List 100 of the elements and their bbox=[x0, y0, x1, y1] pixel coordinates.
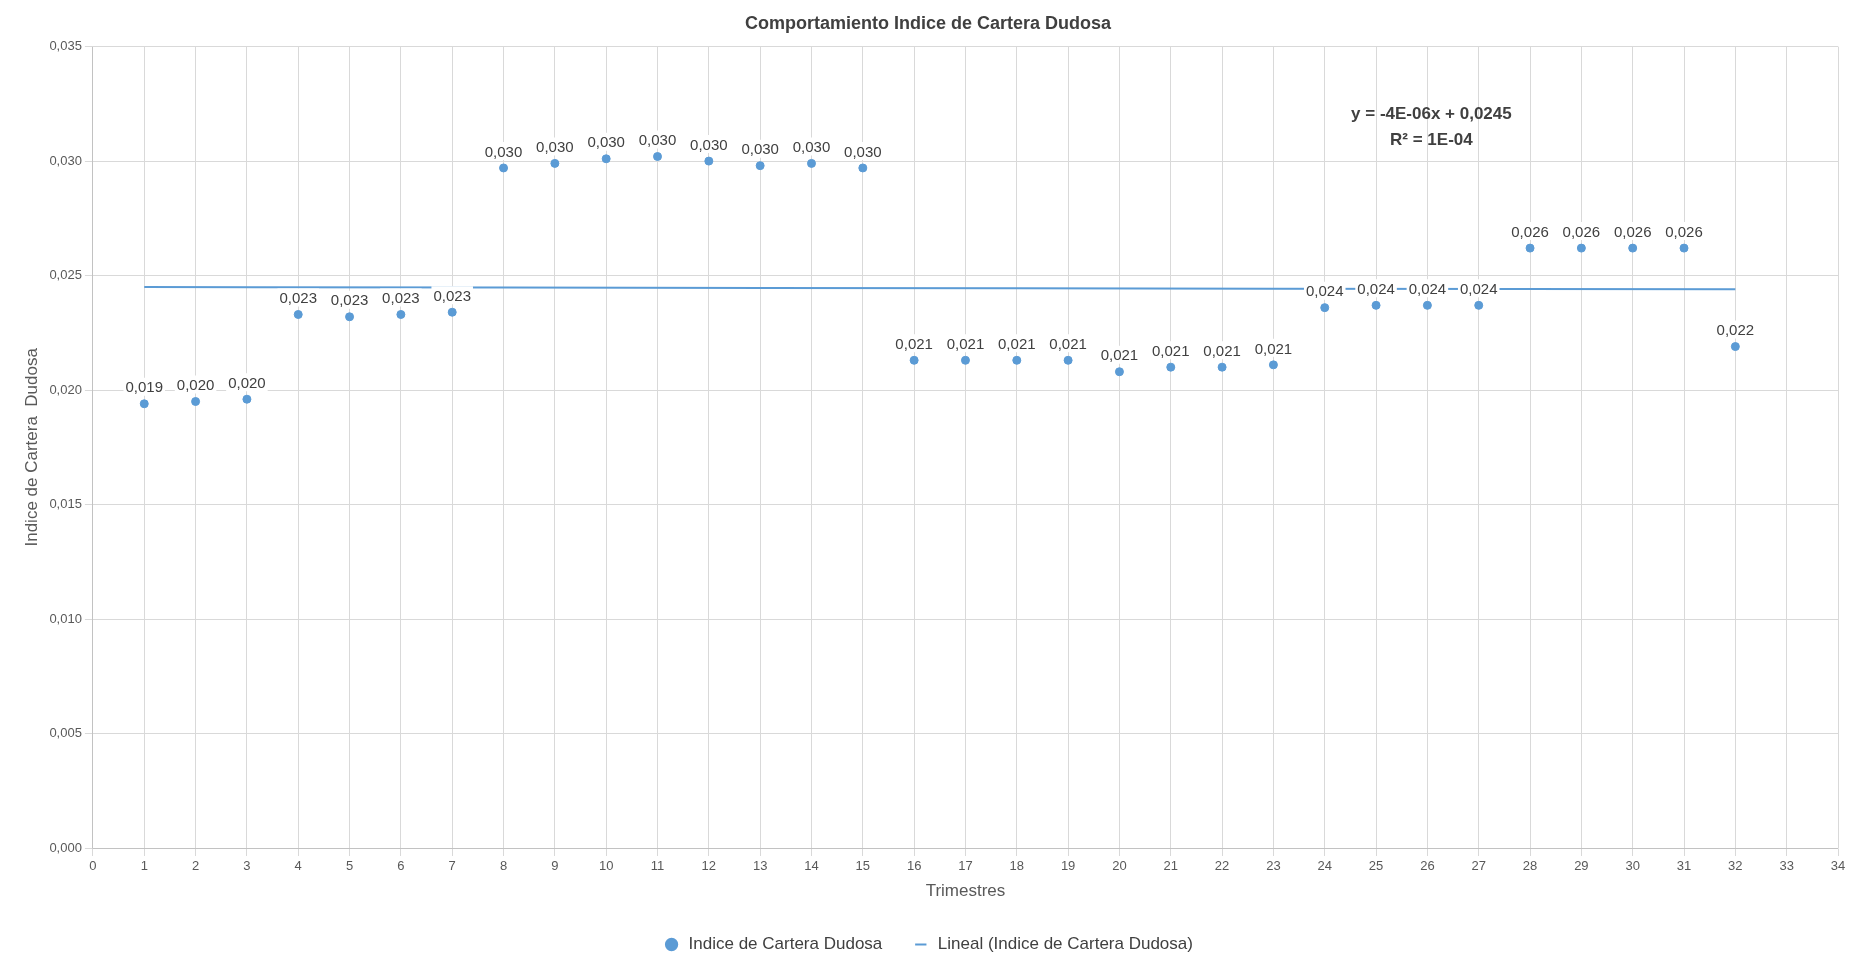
legend-label: Lineal (Indice de Cartera Dudosa) bbox=[937, 934, 1193, 954]
x-tick-label: 15 bbox=[855, 858, 871, 874]
data-label: 0,024 bbox=[1357, 279, 1395, 297]
x-tick-label: 3 bbox=[243, 858, 251, 874]
y-tick-label: 0,025 bbox=[49, 267, 82, 283]
point bbox=[601, 154, 611, 164]
data-label: 0,030 bbox=[536, 138, 574, 156]
point bbox=[1730, 342, 1740, 352]
chart-title: Comportamiento Indice de Cartera Dudosa bbox=[744, 12, 1113, 33]
x-tick-label: 29 bbox=[1574, 858, 1589, 874]
x-tick-label: 0 bbox=[89, 858, 97, 874]
x-tick-label: 28 bbox=[1522, 858, 1538, 874]
y-tick-label: 0,015 bbox=[49, 496, 82, 512]
x-tick-label: 21 bbox=[1163, 858, 1178, 874]
data-label: 0,021 bbox=[1100, 346, 1139, 364]
data-label: 0,024 bbox=[1305, 282, 1344, 300]
point bbox=[293, 310, 303, 319]
x-tick-label: 4 bbox=[294, 858, 302, 874]
x-tick-label: 16 bbox=[906, 858, 922, 874]
x-tick-label: 8 bbox=[499, 858, 508, 874]
x-tick-label: 30 bbox=[1625, 858, 1640, 874]
x-tick-label: 13 bbox=[752, 858, 768, 874]
point bbox=[1012, 355, 1022, 365]
x-tick-label: 24 bbox=[1317, 858, 1332, 874]
data-label: 0,030 bbox=[741, 140, 779, 158]
data-label: 0,022 bbox=[1716, 321, 1755, 339]
x-tick-label: 20 bbox=[1112, 858, 1127, 874]
data-label: 0,019 bbox=[125, 378, 164, 396]
annotation: y = -4E-06x + 0,0245 bbox=[1351, 104, 1512, 124]
point bbox=[1063, 355, 1073, 365]
point bbox=[1474, 300, 1484, 310]
point bbox=[1422, 300, 1432, 310]
point bbox=[1166, 362, 1176, 372]
y-axis-title: Indice de Cartera Dudosa bbox=[21, 347, 41, 547]
point bbox=[653, 152, 663, 162]
x-tick-label: 31 bbox=[1676, 858, 1692, 874]
data-label: 0,024 bbox=[1459, 279, 1498, 297]
data-label: 0,026 bbox=[1562, 222, 1601, 240]
data-label: 0,021 bbox=[946, 334, 985, 352]
point bbox=[191, 397, 201, 407]
x-tick-label: 32 bbox=[1728, 858, 1743, 874]
data-label: 0,020 bbox=[228, 373, 266, 391]
data-label: 0,026 bbox=[1665, 222, 1703, 240]
x-tick-label: 14 bbox=[804, 858, 819, 874]
point bbox=[1371, 300, 1381, 310]
x-tick-label: 10 bbox=[598, 858, 614, 874]
point bbox=[1268, 360, 1278, 370]
point bbox=[1525, 243, 1535, 253]
point bbox=[1114, 367, 1124, 377]
x-tick-label: 19 bbox=[1060, 858, 1076, 874]
x-tick-label: 18 bbox=[1009, 858, 1025, 874]
x-tick-label: 22 bbox=[1214, 858, 1230, 874]
y-tick-label: 0,005 bbox=[49, 725, 82, 741]
point bbox=[909, 355, 919, 365]
x-tick-label: 6 bbox=[397, 858, 405, 874]
x-tick-label: 12 bbox=[701, 858, 717, 874]
data-label: 0,023 bbox=[330, 291, 369, 309]
data-label: 0,023 bbox=[433, 286, 471, 304]
point bbox=[1576, 243, 1586, 253]
point bbox=[242, 394, 252, 404]
x-axis-title: Trimestres bbox=[925, 881, 1006, 901]
point bbox=[1679, 243, 1689, 253]
point bbox=[396, 310, 406, 319]
point bbox=[139, 399, 149, 409]
data-label: 0,024 bbox=[1408, 279, 1447, 297]
y-tick-label: 0,010 bbox=[49, 610, 82, 626]
legend-label: Indice de Cartera Dudosa bbox=[688, 934, 883, 954]
point bbox=[447, 307, 457, 317]
x-tick-label: 7 bbox=[448, 858, 456, 874]
x-tick-label: 5 bbox=[345, 858, 354, 874]
x-tick-label: 17 bbox=[958, 858, 973, 874]
point bbox=[550, 158, 560, 168]
data-label: 0,030 bbox=[792, 138, 831, 156]
data-label: 0,021 bbox=[1254, 339, 1293, 357]
data-label: 0,030 bbox=[587, 133, 625, 151]
point bbox=[1320, 303, 1330, 313]
point bbox=[858, 163, 868, 173]
y-tick-label: 0,035 bbox=[49, 38, 82, 54]
point bbox=[755, 161, 765, 171]
x-tick-label: 23 bbox=[1266, 858, 1281, 874]
data-label: 0,023 bbox=[279, 289, 318, 307]
data-label: 0,021 bbox=[1151, 341, 1190, 359]
data-label: 0,030 bbox=[638, 131, 677, 149]
data-label: 0,030 bbox=[690, 135, 728, 153]
x-tick-label: 1 bbox=[140, 858, 148, 874]
x-tick-label: 26 bbox=[1420, 858, 1435, 874]
x-tick-label: 34 bbox=[1830, 858, 1846, 874]
data-label: 0,026 bbox=[1613, 222, 1652, 240]
data-label: 0,021 bbox=[895, 334, 933, 352]
data-label: 0,021 bbox=[998, 334, 1036, 352]
point bbox=[1217, 362, 1227, 372]
x-tick-label: 33 bbox=[1779, 858, 1794, 874]
x-tick-label: 9 bbox=[551, 858, 559, 874]
data-label: 0,021 bbox=[1203, 341, 1241, 359]
data-label: 0,030 bbox=[844, 142, 882, 160]
y-tick-label: 0,000 bbox=[49, 839, 82, 855]
point bbox=[345, 312, 355, 322]
point bbox=[806, 158, 816, 168]
point bbox=[704, 156, 714, 166]
annotation: R² = 1E-04 bbox=[1390, 130, 1474, 150]
